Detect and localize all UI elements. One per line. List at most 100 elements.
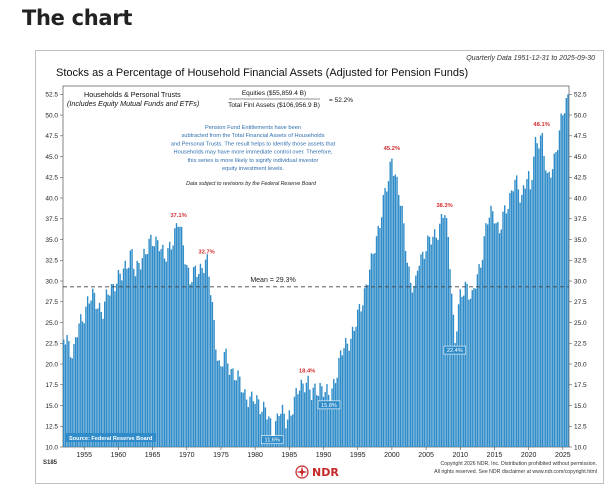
bar [247, 407, 250, 447]
x-tick-label: 2005 [418, 452, 434, 459]
chart-card: Quarterly Data 1951-12-31 to 2025-09-30 … [35, 50, 604, 484]
x-tick-label: 1980 [247, 452, 263, 459]
bar [81, 321, 84, 447]
bar [216, 360, 219, 447]
bar [560, 113, 562, 447]
bar [485, 223, 487, 447]
bar [415, 275, 417, 447]
bar [230, 368, 232, 447]
bar [435, 237, 438, 447]
bar [191, 282, 193, 447]
bar [107, 294, 109, 447]
bar [324, 392, 326, 447]
y-tick-label-right: 30.0 [574, 278, 587, 285]
y-tick-label-right: 20.0 [574, 361, 587, 368]
bar [180, 226, 183, 447]
formula-numerator: Equities ($55,859.4 B) [242, 90, 306, 97]
bar [264, 407, 267, 447]
bar [468, 299, 470, 447]
bar [321, 386, 323, 447]
bar [550, 177, 552, 447]
bar [522, 185, 525, 447]
bar [433, 229, 436, 447]
y-tick-label-left: 47.5 [45, 133, 58, 140]
bar [384, 188, 386, 447]
copyright-text: Copyright 2026 NDR, Inc. Distribution pr… [440, 461, 597, 467]
bar [209, 295, 212, 447]
bar [377, 225, 379, 447]
bar [145, 254, 147, 447]
bar [119, 273, 121, 447]
bar [509, 193, 511, 447]
bar [194, 265, 197, 447]
y-tick-label-left: 15.0 [45, 403, 58, 410]
bar [138, 262, 140, 447]
bar [257, 399, 260, 447]
bar [177, 226, 179, 447]
bar [398, 195, 400, 447]
bar [326, 384, 328, 447]
x-tick-label: 1955 [76, 452, 92, 459]
bar [309, 389, 311, 447]
trough-label-bg [443, 345, 467, 355]
bar [240, 392, 243, 447]
bar [109, 295, 111, 447]
bar [98, 302, 101, 447]
bar [416, 270, 419, 447]
y-tick-label-left: 22.5 [45, 341, 58, 348]
bar [461, 296, 463, 447]
bar [141, 258, 144, 447]
bar [102, 318, 104, 447]
bar [423, 258, 426, 447]
bar [280, 413, 282, 447]
bar [418, 265, 420, 447]
bar [379, 227, 381, 447]
trough-label: 15.8% [321, 403, 337, 409]
bar [162, 244, 164, 447]
bar [187, 267, 190, 447]
bar [249, 396, 251, 447]
bar [476, 274, 479, 447]
bar [514, 179, 516, 447]
bar [473, 288, 475, 447]
y-tick-label-left: 45.0 [45, 154, 58, 161]
bar [168, 241, 171, 447]
bar [215, 349, 217, 447]
page-title: The chart [22, 6, 133, 30]
bar [129, 250, 132, 447]
bar [346, 343, 349, 447]
x-tick-label: 2010 [452, 452, 468, 459]
bar [322, 396, 325, 447]
bar [245, 399, 248, 447]
y-tick-label-left: 30.0 [45, 278, 58, 285]
bar [136, 260, 138, 447]
y-tick-label-left: 32.5 [45, 258, 58, 265]
bar [151, 245, 154, 447]
bar [452, 314, 455, 447]
bar [201, 268, 203, 447]
bar [315, 395, 318, 447]
note-line: Pension Fund Entitlements have been [205, 125, 301, 131]
bar [495, 223, 497, 447]
bar [317, 396, 320, 447]
bar-series [62, 94, 569, 448]
peak-label: 37.1% [170, 213, 186, 219]
bar [97, 308, 99, 447]
bar [158, 251, 161, 447]
bar [274, 421, 277, 447]
bar [420, 254, 422, 447]
bar [382, 194, 385, 447]
bar [541, 132, 544, 447]
bar [454, 343, 456, 447]
ndr-logo: NDR [295, 465, 339, 479]
bar [401, 205, 403, 447]
y-tick-label-right: 40.0 [574, 195, 587, 202]
bar [213, 320, 215, 447]
x-tick-label: 1965 [145, 452, 161, 459]
bar [502, 211, 504, 447]
y-tick-label-left: 37.5 [45, 216, 58, 223]
bar [73, 344, 75, 447]
bar [567, 94, 569, 447]
formula-denominator: Total Finl Assets ($106,956.9 B) [228, 102, 320, 109]
bar [218, 360, 220, 447]
